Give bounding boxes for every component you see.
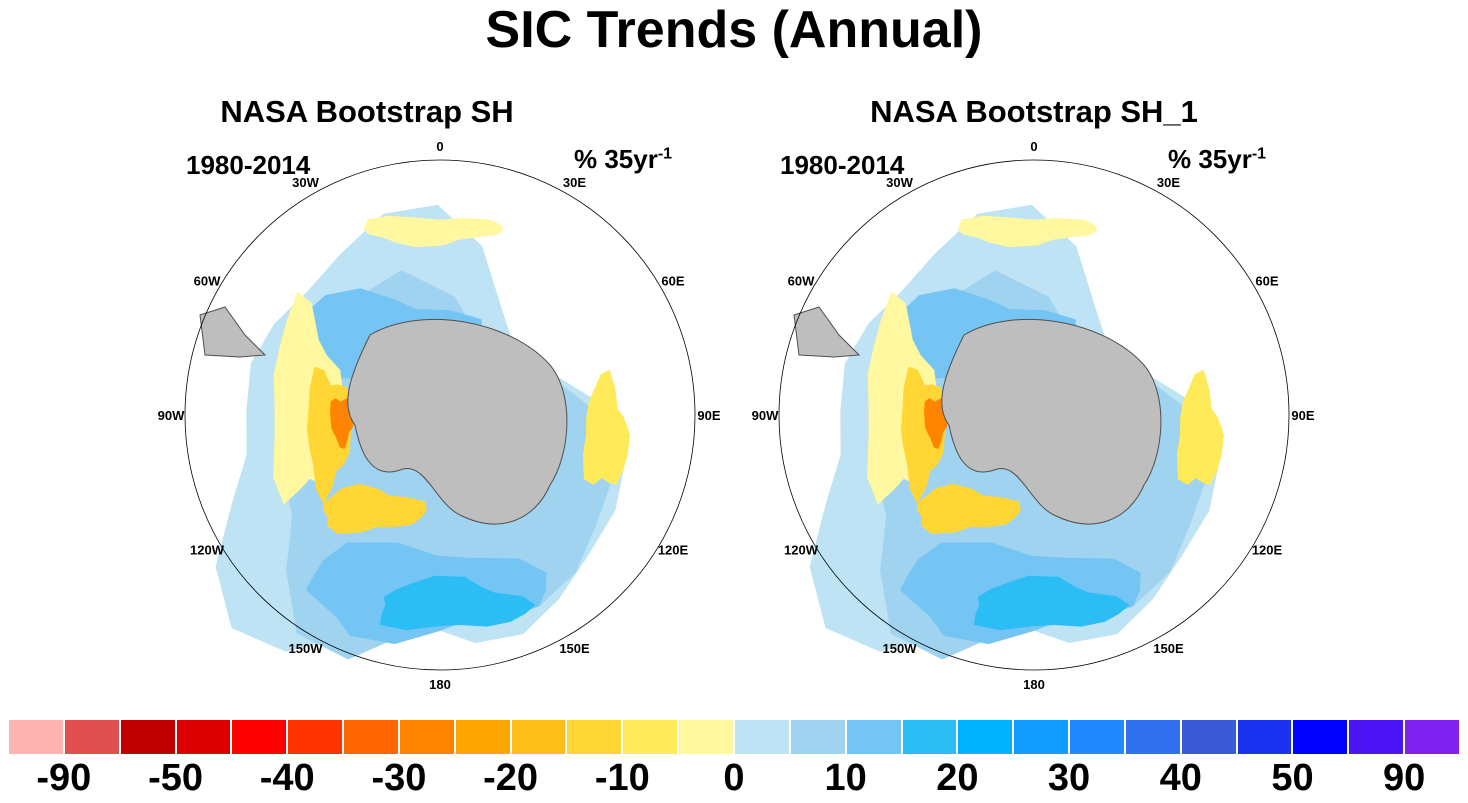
longitude-label: 90W — [158, 408, 185, 423]
longitude-label: 120E — [1252, 543, 1283, 558]
longitude-label: 150E — [559, 641, 590, 656]
map-boundary-circle — [778, 159, 1290, 671]
longitude-label: 120E — [658, 543, 689, 558]
longitude-label: 60W — [788, 274, 815, 289]
longitude-label: 90W — [752, 408, 779, 423]
colorbar-labels: -90 -50 -40 -30 -20 -10 0 10 20 30 40 50 90 — [8, 757, 1460, 803]
colorbar-swatch — [510, 719, 567, 755]
longitude-label: 30W — [292, 175, 319, 190]
colorbar-swatch — [1236, 719, 1293, 755]
colorbar-tick-label: -90 — [36, 757, 92, 799]
figure-title: SIC Trends (Annual) — [485, 1, 983, 59]
units-label: % 35yr-1 — [1168, 144, 1266, 175]
colorbar-swatch — [1069, 719, 1125, 755]
longitude-label: 0 — [1030, 139, 1037, 154]
colorbar-swatch — [175, 719, 232, 755]
colorbar-tick-label: -40 — [259, 757, 315, 799]
colorbar-swatch — [287, 719, 344, 755]
colorbar-tick-label: 30 — [1047, 757, 1091, 799]
colorbar-swatch — [1404, 719, 1460, 755]
longitude-label: 120W — [784, 543, 819, 558]
colorbar-swatch — [789, 719, 846, 755]
longitude-label: 60E — [1255, 274, 1278, 289]
colorbar-swatch — [454, 719, 511, 755]
colorbar-tick-label: -30 — [371, 757, 427, 799]
colorbar-swatch — [1292, 719, 1349, 755]
longitude-label: 0 — [436, 139, 443, 154]
longitude-label: 60E — [661, 274, 684, 289]
colorbar-swatch — [678, 719, 734, 755]
trend-contour — [957, 215, 1098, 248]
south-america-landmass — [793, 306, 861, 358]
longitude-label: 150W — [883, 641, 918, 656]
colorbar-tick-label: 90 — [1383, 757, 1426, 799]
units-label: % 35yr-1 — [574, 144, 672, 175]
colorbar — [8, 719, 1460, 755]
trend-contour — [322, 483, 427, 534]
units-base: % 35yr — [1168, 144, 1252, 174]
longitude-label: 30E — [563, 175, 586, 190]
colorbar-swatch — [1013, 719, 1070, 755]
trend-contour — [916, 483, 1021, 534]
colorbar-swatch — [63, 719, 120, 755]
colorbar-swatch — [1180, 719, 1237, 755]
colorbar-swatch — [398, 719, 455, 755]
map-panel-left: NASA Bootstrap SH 1980-2014 % 35yr-1 0 30… — [0, 90, 734, 690]
longitude-label: 150E — [1153, 641, 1184, 656]
trend-contour — [363, 215, 504, 248]
longitude-label: 90E — [697, 408, 720, 423]
map-boundary-circle — [184, 159, 696, 671]
antarctica-landmass — [347, 318, 568, 525]
colorbar-swatch — [119, 719, 176, 755]
colorbar-tick-label: -50 — [148, 757, 203, 799]
colorbar-swatch — [1124, 719, 1181, 755]
period-label: 1980-2014 — [186, 150, 311, 180]
trend-contour — [973, 575, 1130, 631]
period-label: 1980-2014 — [780, 150, 905, 180]
antarctica-landmass — [941, 318, 1162, 525]
longitude-label: 30E — [1157, 175, 1180, 190]
map-panel-right: NASA Bootstrap SH_1 1980-2014 % 35yr-1 0… — [594, 90, 1328, 690]
longitude-label: 90E — [1291, 408, 1314, 423]
units-base: % 35yr — [574, 144, 658, 174]
colorbar-tick-label: 50 — [1271, 757, 1314, 799]
colorbar-swatch — [1348, 719, 1405, 755]
trend-contour — [1176, 369, 1224, 485]
colorbar-tick-label: 40 — [1159, 757, 1202, 799]
colorbar-swatch — [566, 719, 623, 755]
longitude-label: 30W — [886, 175, 913, 190]
polar-map: 0 30E 60E 90E 120E 150E 180 150W 120W 90W 60W 30W — [752, 139, 1315, 690]
panel-title: NASA Bootstrap SH — [220, 94, 514, 129]
polar-map: 0 30E 60E 90E 120E 150E 180 150W 120W 90W 60W 30W — [158, 139, 721, 690]
colorbar-swatch — [343, 719, 399, 755]
longitude-label: 120W — [190, 543, 225, 558]
colorbar-swatch — [8, 719, 64, 755]
trend-contour — [379, 575, 536, 631]
longitude-label: 180 — [429, 677, 451, 690]
panel-title: NASA Bootstrap SH_1 — [870, 94, 1198, 129]
colorbar-swatch — [957, 719, 1014, 755]
colorbar-swatch — [733, 719, 790, 755]
longitude-label: 60W — [194, 274, 221, 289]
longitude-label: 180 — [1023, 677, 1045, 690]
colorbar-tick-label: 10 — [824, 757, 867, 799]
colorbar-swatch — [901, 719, 958, 755]
trend-contour — [901, 366, 945, 504]
units-exponent: -1 — [1251, 145, 1267, 163]
colorbar-swatch — [231, 719, 288, 755]
colorbar-tick-label: 0 — [723, 757, 745, 799]
trend-contour — [307, 366, 351, 504]
units-exponent: -1 — [657, 145, 673, 163]
colorbar-swatch — [845, 719, 902, 755]
longitude-label: 150W — [289, 641, 324, 656]
colorbar-swatch — [622, 719, 679, 755]
colorbar-tick-label: -20 — [483, 757, 539, 799]
colorbar-tick-label: 20 — [936, 757, 979, 799]
south-america-landmass — [199, 306, 267, 358]
colorbar-tick-label: -10 — [594, 757, 650, 799]
trend-contour — [582, 369, 630, 485]
